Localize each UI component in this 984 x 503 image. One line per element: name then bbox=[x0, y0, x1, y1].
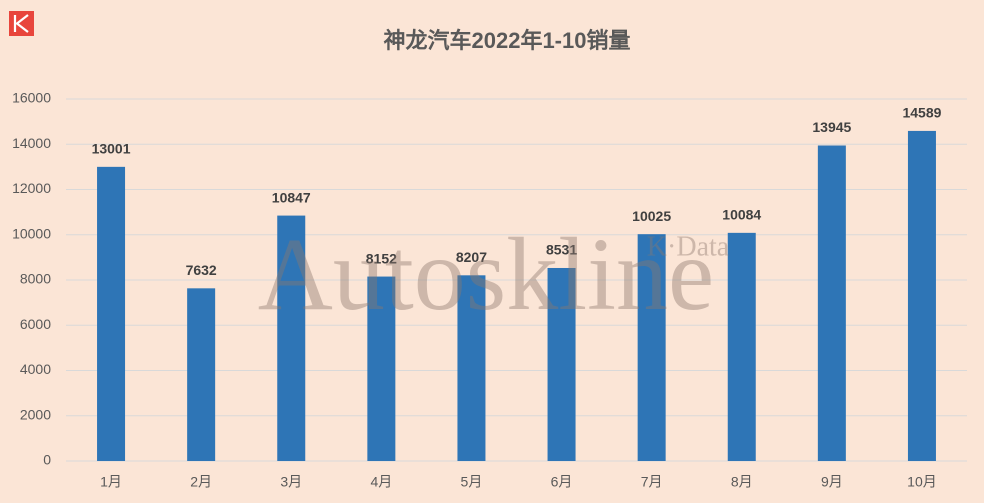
data-label: 7632 bbox=[186, 262, 217, 278]
bar bbox=[817, 145, 846, 461]
data-label: 10025 bbox=[632, 208, 671, 224]
bar bbox=[547, 267, 576, 461]
y-tick-label: 16000 bbox=[12, 90, 51, 106]
x-tick-label: 4月 bbox=[370, 474, 392, 490]
x-tick-label: 10月 bbox=[907, 474, 937, 490]
logo-k bbox=[13, 14, 29, 33]
data-label: 14589 bbox=[902, 105, 941, 121]
y-tick-label: 0 bbox=[43, 452, 51, 468]
data-label: 10084 bbox=[722, 207, 761, 223]
y-tick-label: 12000 bbox=[12, 180, 51, 196]
plot-area: 0 2000 4000 6000 8000 10000 12000 14000 16000 1月 1… bbox=[12, 90, 967, 490]
x-tick-label: 9月 bbox=[821, 474, 843, 490]
x-tick-label: 8月 bbox=[731, 474, 753, 490]
data-label: 8207 bbox=[456, 249, 487, 265]
x-tick-label: 5月 bbox=[461, 474, 483, 490]
chart-title: 神龙汽车2022年1-10销量 bbox=[384, 28, 631, 53]
data-label: 10847 bbox=[272, 189, 311, 205]
logo-box bbox=[9, 11, 34, 36]
bar bbox=[277, 215, 306, 461]
x-tick-label: 2月 bbox=[190, 474, 212, 490]
bar bbox=[907, 130, 936, 461]
y-tick-label: 4000 bbox=[20, 361, 51, 377]
watermark-sub: K·Data bbox=[647, 231, 730, 262]
bar bbox=[637, 234, 666, 461]
bar bbox=[97, 166, 126, 462]
watermark: Autoskline bbox=[258, 217, 714, 332]
y-tick-label: 6000 bbox=[20, 316, 51, 332]
bar bbox=[457, 275, 486, 461]
x-tick-label: 3月 bbox=[280, 474, 302, 490]
bar bbox=[367, 276, 396, 461]
data-label: 13001 bbox=[92, 141, 131, 157]
logo bbox=[9, 11, 34, 36]
data-label: 13945 bbox=[812, 119, 851, 135]
y-tick-label: 2000 bbox=[20, 406, 51, 422]
bar bbox=[187, 288, 216, 461]
y-tick-label: 14000 bbox=[12, 135, 51, 151]
bar bbox=[727, 232, 756, 461]
data-label: 8531 bbox=[546, 242, 577, 258]
y-tick-label: 10000 bbox=[12, 225, 51, 241]
y-tick-label: 8000 bbox=[20, 271, 51, 287]
x-tick-label: 1月 bbox=[100, 474, 122, 490]
x-tick-label: 7月 bbox=[641, 474, 663, 490]
x-tick-label: 6月 bbox=[551, 474, 573, 490]
data-label: 8152 bbox=[366, 250, 397, 266]
